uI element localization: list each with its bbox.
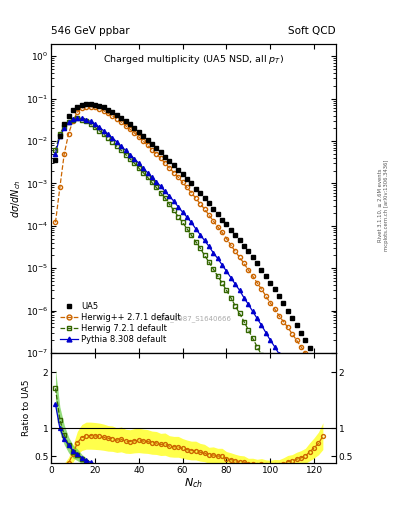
UA5: [75, 103, 80, 110]
Herwig 7.2.1 default: [53, 147, 58, 154]
UA5: [110, 109, 115, 115]
Herwig 7.2.1 default: [128, 156, 132, 162]
Text: UA5_1987_S1640666: UA5_1987_S1640666: [156, 315, 231, 322]
Pythia 8.308 default: [79, 115, 84, 121]
Herwig++ 2.7.1 default: [189, 190, 194, 196]
Herwig 7.2.1 default: [290, 412, 294, 418]
Line: Pythia 8.308 default: Pythia 8.308 default: [55, 118, 323, 425]
Pythia 8.308 default: [75, 115, 80, 121]
Pythia 8.308 default: [110, 135, 115, 141]
Legend: UA5, Herwig++ 2.7.1 default, Herwig 7.2.1 default, Pythia 8.308 default: UA5, Herwig++ 2.7.1 default, Herwig 7.2.…: [58, 300, 183, 346]
UA5: [220, 217, 224, 223]
Herwig 7.2.1 default: [79, 117, 84, 123]
Text: 546 GeV ppbar: 546 GeV ppbar: [51, 26, 130, 36]
UA5: [84, 101, 88, 107]
UA5: [290, 314, 294, 321]
Pythia 8.308 default: [290, 372, 294, 378]
Pythia 8.308 default: [189, 219, 194, 225]
Text: Charged multiplicity (UA5 NSD, all $p_T$): Charged multiplicity (UA5 NSD, all $p_T$…: [103, 53, 284, 66]
Y-axis label: $d\sigma/dN_{ch}$: $d\sigma/dN_{ch}$: [9, 179, 23, 218]
Herwig++ 2.7.1 default: [53, 219, 58, 225]
Y-axis label: Ratio to UA5: Ratio to UA5: [22, 380, 31, 436]
Herwig 7.2.1 default: [189, 232, 194, 238]
Herwig++ 2.7.1 default: [128, 126, 132, 132]
Line: UA5: UA5: [53, 102, 325, 374]
Herwig 7.2.1 default: [321, 471, 325, 477]
Pythia 8.308 default: [53, 151, 58, 157]
Text: Soft QCD: Soft QCD: [288, 26, 336, 36]
Herwig 7.2.1 default: [110, 139, 115, 145]
Herwig++ 2.7.1 default: [290, 331, 294, 337]
Line: Herwig 7.2.1 default: Herwig 7.2.1 default: [55, 118, 323, 474]
X-axis label: $N_{ch}$: $N_{ch}$: [184, 477, 203, 490]
Herwig 7.2.1 default: [220, 280, 224, 286]
Herwig++ 2.7.1 default: [220, 229, 224, 236]
Herwig++ 2.7.1 default: [75, 109, 80, 115]
Line: Herwig++ 2.7.1 default: Herwig++ 2.7.1 default: [55, 106, 323, 375]
Pythia 8.308 default: [220, 262, 224, 268]
Herwig 7.2.1 default: [75, 115, 80, 121]
Pythia 8.308 default: [321, 422, 325, 428]
UA5: [128, 121, 132, 127]
Pythia 8.308 default: [128, 152, 132, 158]
Herwig++ 2.7.1 default: [110, 113, 115, 119]
UA5: [321, 369, 325, 375]
Text: Rivet 3.1.10, ≥ 2.6M events
mcplots.cern.ch [arXiv:1306.3436]: Rivet 3.1.10, ≥ 2.6M events mcplots.cern…: [378, 159, 389, 250]
Herwig++ 2.7.1 default: [84, 103, 88, 110]
UA5: [189, 180, 194, 186]
UA5: [53, 157, 58, 163]
Herwig++ 2.7.1 default: [321, 372, 325, 378]
